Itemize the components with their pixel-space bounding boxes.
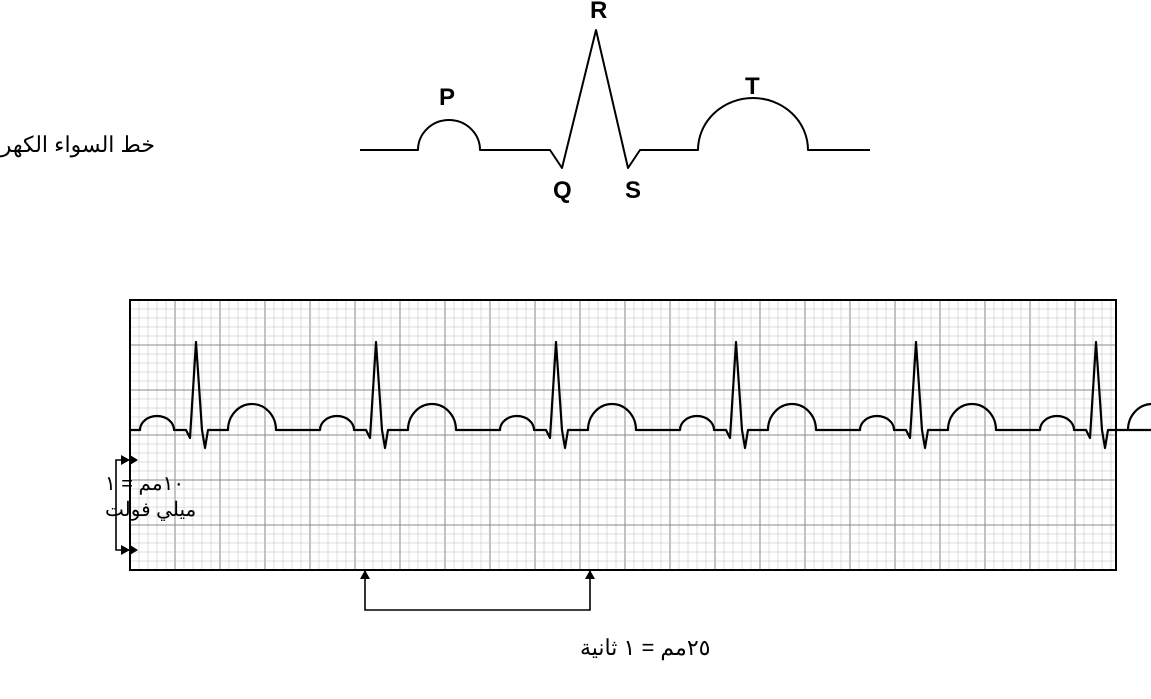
label-t: T: [745, 73, 760, 100]
horizontal-scale-label: ٢٥مم = ١ ثانية: [580, 635, 710, 661]
ecg-strip: [130, 300, 1151, 570]
single-ecg-complex: [360, 30, 870, 168]
label-r: R: [590, 0, 607, 24]
ecg-figure: P Q R S T خط السواء الكهربائي ١٠مم = ١ ميلي فول…: [0, 0, 1151, 699]
label-q: Q: [553, 177, 572, 204]
label-p: P: [439, 84, 455, 111]
vertical-scale-label: ١٠مم = ١: [105, 473, 184, 495]
horizontal-scale-annotation: ٢٥مم = ١ ثانية: [360, 570, 710, 661]
isoelectric-line-label: خط السواء الكهربائي: [0, 132, 155, 158]
vertical-scale-label: ميلي فولت: [105, 499, 196, 521]
label-s: S: [625, 177, 641, 204]
